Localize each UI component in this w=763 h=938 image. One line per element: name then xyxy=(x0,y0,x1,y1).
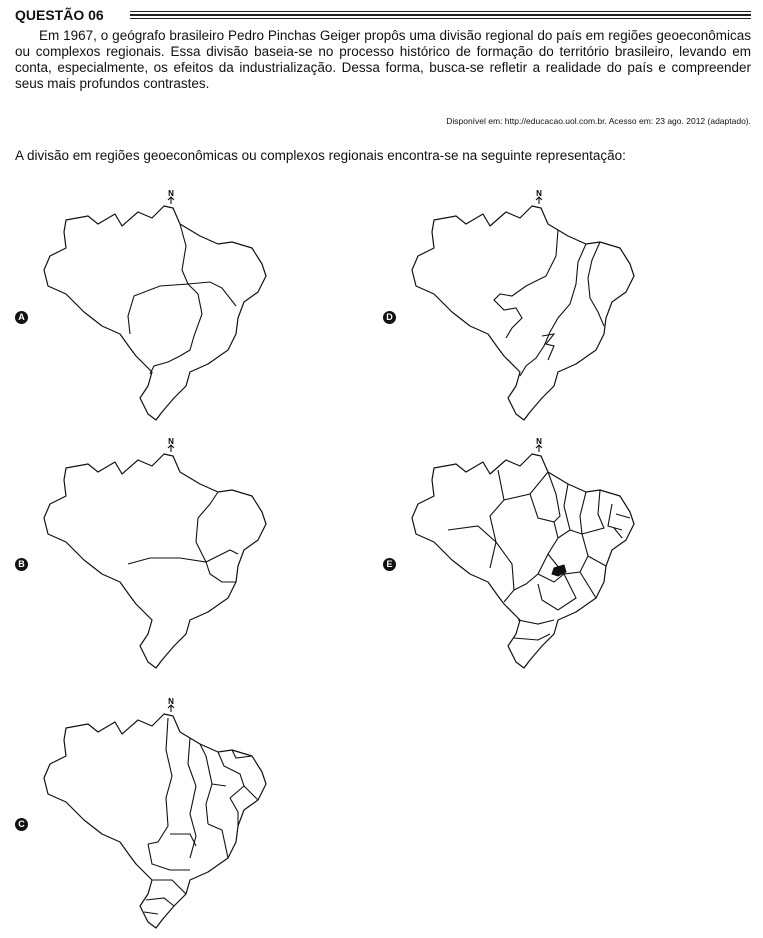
north-arrow-icon xyxy=(167,196,175,204)
option-c-letter[interactable]: C xyxy=(15,818,28,831)
region-border xyxy=(187,281,237,307)
region-border xyxy=(541,333,556,361)
region-border xyxy=(127,223,189,335)
header-rule xyxy=(130,11,751,12)
option-e-letter[interactable]: E xyxy=(383,558,396,571)
region-border xyxy=(195,491,219,563)
north-label: N xyxy=(168,189,174,198)
option-b-letter[interactable]: B xyxy=(15,558,28,571)
region-border xyxy=(127,549,239,565)
source-citation: Disponível em: http://educacao.uol.com.b… xyxy=(446,116,751,126)
option-c-map[interactable]: N xyxy=(40,694,270,934)
question-title: QUESTÃO 06 xyxy=(15,7,104,23)
brazil-outline xyxy=(43,453,267,669)
state-borders xyxy=(143,717,259,915)
region-border xyxy=(205,561,236,583)
federal-district-shape xyxy=(551,564,567,577)
north-arrow-icon xyxy=(535,444,543,452)
north-label: N xyxy=(536,437,542,446)
question-header: QUESTÃO 06 xyxy=(15,6,751,26)
region-border xyxy=(587,241,605,327)
option-d-map[interactable]: N xyxy=(408,186,638,426)
north-label: N xyxy=(168,437,174,446)
question-paragraph: Em 1967, o geógrafo brasileiro Pedro Pin… xyxy=(15,28,751,91)
brazil-outline xyxy=(411,205,635,421)
header-rule xyxy=(130,18,751,19)
brazil-outline xyxy=(43,713,267,929)
north-arrow-icon xyxy=(535,196,543,204)
option-e-map[interactable]: N xyxy=(408,434,638,674)
header-rule xyxy=(130,14,751,16)
north-label: N xyxy=(168,697,174,706)
north-label: N xyxy=(536,189,542,198)
brazil-outline xyxy=(43,205,267,421)
state-borders xyxy=(447,469,631,641)
option-a-letter[interactable]: A xyxy=(15,311,28,324)
region-border xyxy=(519,243,587,377)
north-arrow-icon xyxy=(167,444,175,452)
question-prompt: A divisão em regiões geoeconômicas ou co… xyxy=(15,148,626,163)
brazil-outline xyxy=(411,453,635,669)
north-arrow-icon xyxy=(167,704,175,712)
option-a-map[interactable]: N xyxy=(40,186,270,426)
region-border xyxy=(493,229,559,339)
option-b-map[interactable]: N xyxy=(40,434,270,674)
option-d-letter[interactable]: D xyxy=(383,311,396,324)
region-border xyxy=(149,283,203,375)
